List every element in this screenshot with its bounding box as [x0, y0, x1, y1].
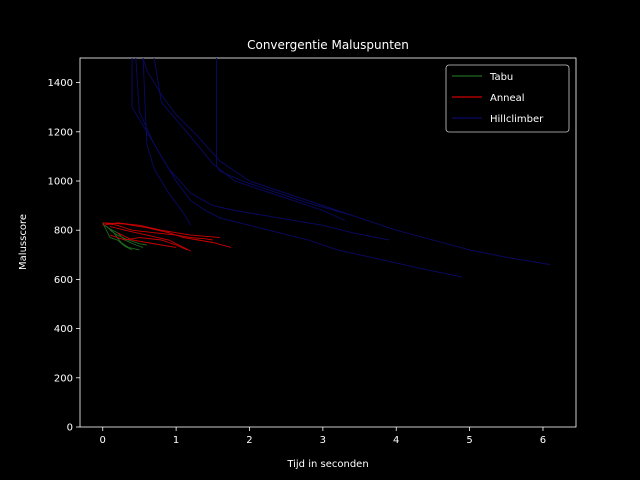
series-line-anneal-3: [102, 222, 213, 241]
legend-box: [445, 64, 570, 133]
x-axis-label: Tijd in seconden: [286, 459, 368, 470]
series-line-hillclimber-1: [131, 58, 463, 278]
chart-title: Convergentie Maluspunten: [247, 38, 409, 52]
series-tabu: [102, 222, 147, 251]
y-tick-label: 400: [54, 324, 73, 335]
y-axis-label: Malusscore: [18, 214, 29, 270]
legend: Tabu Anneal Hillclimber: [445, 64, 570, 133]
y-tick-label: 800: [54, 226, 73, 237]
series-line-anneal-5: [109, 234, 188, 251]
x-tick-label: 3: [320, 435, 326, 446]
y-tick-label: 200: [54, 373, 73, 384]
legend-label-hillclimber: Hillclimber: [490, 114, 544, 125]
series-line-anneal-4: [109, 226, 192, 252]
y-tick-label: 1200: [48, 127, 73, 138]
series-line-hillclimber-2: [142, 58, 551, 266]
series-line-anneal-2: [102, 222, 221, 239]
series-hillclimber: [131, 58, 551, 278]
legend-label-tabu: Tabu: [489, 72, 513, 83]
y-tick-label: 600: [54, 275, 73, 286]
series-line-anneal-6: [117, 232, 177, 248]
x-tick-label: 0: [100, 435, 106, 446]
series-line-hillclimber-6: [142, 58, 192, 226]
series-line-tabu-1: [102, 222, 133, 251]
x-tick-label: 5: [466, 435, 472, 446]
x-tick-label: 1: [173, 435, 179, 446]
series-line-tabu-4: [109, 229, 147, 246]
x-axis: 0 1 2 3 4 5 6: [100, 427, 546, 446]
x-tick-label: 2: [246, 435, 252, 446]
series-layer: [102, 58, 551, 278]
y-axis: 0 200 400 600 800 1000 1200 1400: [48, 78, 80, 434]
x-tick-label: 6: [540, 435, 546, 446]
series-line-hillclimber-5: [216, 58, 353, 216]
y-tick-label: 0: [67, 423, 73, 434]
y-tick-label: 1400: [48, 78, 73, 89]
series-line-hillclimber-3: [135, 58, 389, 241]
series-anneal: [102, 222, 232, 252]
y-tick-label: 1000: [48, 177, 73, 188]
legend-label-anneal: Anneal: [490, 93, 525, 104]
x-tick-label: 4: [393, 435, 399, 446]
